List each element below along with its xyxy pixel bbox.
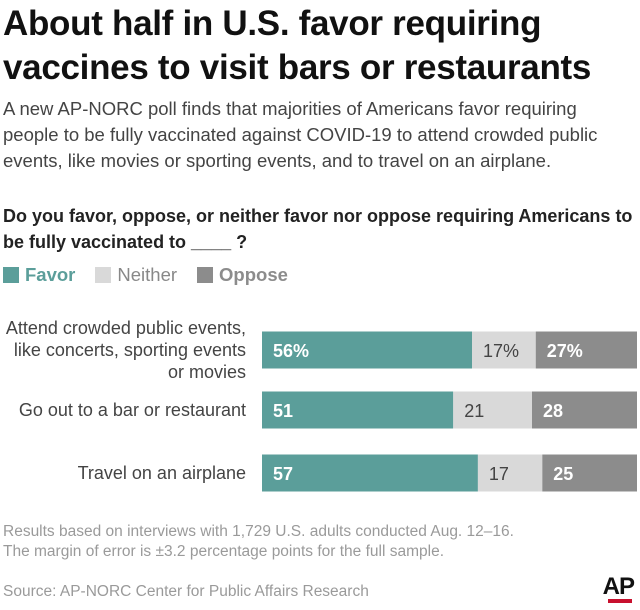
oppose-swatch bbox=[197, 267, 214, 283]
category-label-line: like concerts, sporting events bbox=[14, 340, 246, 360]
footnote: Results based on interviews with 1,729 U… bbox=[3, 522, 635, 562]
category-label: Travel on an airplane bbox=[78, 463, 246, 483]
favor-label: Favor bbox=[25, 264, 76, 285]
chart-subtitle: A new AP-NORC poll finds that majorities… bbox=[3, 98, 598, 171]
legend-item-favor: Favor bbox=[3, 264, 75, 286]
chart-legend: Favor Neither Oppose bbox=[3, 262, 308, 288]
bar-neither bbox=[453, 391, 532, 429]
category-label-line: Attend crowded public events, bbox=[6, 318, 246, 338]
category-label: Attend crowded public events, like concer… bbox=[6, 318, 246, 382]
data-label-oppose: 28 bbox=[543, 401, 563, 421]
ap-logo: AP bbox=[602, 573, 635, 600]
data-label-favor: 57 bbox=[273, 464, 293, 484]
category-label-line: Travel on an airplane bbox=[78, 463, 246, 483]
category-label-line: or movies bbox=[168, 362, 246, 382]
neither-swatch bbox=[95, 267, 112, 283]
data-label-neither: 21 bbox=[464, 401, 484, 421]
data-label-neither: 17% bbox=[483, 341, 519, 361]
legend-item-neither: Neither bbox=[95, 264, 177, 286]
chart-title: About half in U.S. favor requiring vacci… bbox=[3, 2, 635, 90]
source-note: Source: AP-NORC Center for Public Affair… bbox=[3, 583, 369, 600]
bar-favor bbox=[262, 331, 472, 369]
footnote-line-1: Results based on interviews with 1,729 U… bbox=[3, 523, 514, 540]
stacked-bar-chart: Attend crowded public events, like concer… bbox=[6, 318, 637, 492]
legend-item-oppose: Oppose bbox=[197, 264, 288, 286]
ap-logo-accent bbox=[608, 599, 632, 603]
bar-neither bbox=[477, 454, 543, 492]
bar-neither bbox=[472, 331, 536, 369]
data-label-oppose: 27% bbox=[547, 341, 583, 361]
data-label-favor: 51 bbox=[273, 401, 293, 421]
category-label: Go out to a bar or restaurant bbox=[19, 400, 246, 420]
title-line-1: About half in U.S. favor requiring bbox=[3, 4, 542, 43]
bar-favor bbox=[262, 454, 478, 492]
category-label-line: Go out to a bar or restaurant bbox=[19, 400, 246, 420]
survey-question: Do you favor, oppose, or neither favor n… bbox=[3, 206, 633, 252]
title-line-2: vaccines to visit bars or restaurants bbox=[3, 48, 592, 87]
oppose-label: Oppose bbox=[219, 264, 288, 285]
data-label-oppose: 25 bbox=[553, 464, 573, 484]
data-label-neither: 17 bbox=[489, 464, 509, 484]
neither-label: Neither bbox=[117, 264, 178, 285]
footnote-line-2: The margin of error is ±3.2 percentage p… bbox=[3, 543, 445, 560]
bar-oppose bbox=[532, 391, 637, 429]
data-label-favor: 56% bbox=[273, 341, 309, 361]
bar-favor bbox=[262, 391, 454, 429]
bar-oppose bbox=[542, 454, 637, 492]
favor-swatch bbox=[3, 267, 19, 283]
bar-oppose bbox=[535, 331, 637, 369]
